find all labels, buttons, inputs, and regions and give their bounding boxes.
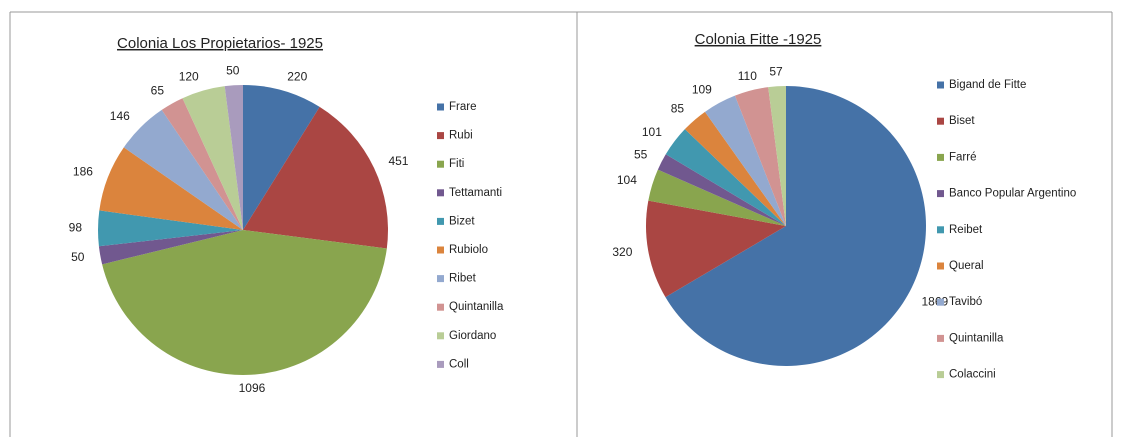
legend-swatch xyxy=(437,360,444,368)
data-label: 186 xyxy=(73,165,93,179)
legend-swatch xyxy=(937,153,944,161)
data-label: 146 xyxy=(110,109,130,123)
data-label: 98 xyxy=(69,220,83,234)
pie-slice xyxy=(99,147,243,230)
legend-label: Rubi xyxy=(449,130,473,142)
legend-swatch xyxy=(437,103,444,111)
pie-slice xyxy=(665,129,786,226)
legend-swatch xyxy=(937,334,944,342)
legend-label: Bizet xyxy=(449,215,475,227)
legend-label: Colaccini xyxy=(949,369,996,381)
legend-swatch xyxy=(937,371,944,379)
legend-swatch xyxy=(937,190,944,198)
data-label: 109 xyxy=(692,83,712,97)
legend-swatch xyxy=(937,226,944,234)
data-label: 50 xyxy=(71,250,85,264)
pie-slice xyxy=(182,86,243,230)
data-label: 55 xyxy=(634,148,648,162)
legend-swatch xyxy=(437,132,444,140)
legend-label: Quintanilla xyxy=(449,301,504,313)
chart-title: Colonia Los Propietarios- 1925 xyxy=(117,35,323,52)
legend-label: Queral xyxy=(949,260,984,272)
data-label: 451 xyxy=(388,154,408,168)
legend-label: Banco Popular Argentino xyxy=(949,188,1076,200)
pie-slice xyxy=(123,109,243,230)
data-label: 85 xyxy=(671,102,685,116)
legend-swatch xyxy=(437,275,444,283)
legend-label: Fiti xyxy=(449,158,464,170)
data-label: 104 xyxy=(617,173,637,187)
legend-swatch xyxy=(437,189,444,197)
pie-slice xyxy=(243,85,320,230)
legend-swatch xyxy=(937,262,944,270)
legend-label: Tavibó xyxy=(949,296,982,308)
pie-slice xyxy=(224,85,243,230)
legend-swatch xyxy=(437,160,444,168)
pie-slice xyxy=(684,111,786,226)
legend-label: Reibet xyxy=(949,224,983,236)
data-label: 1096 xyxy=(239,381,266,395)
pie-slice xyxy=(768,86,786,226)
data-label: 50 xyxy=(226,63,240,77)
legend-swatch xyxy=(437,332,444,340)
legend-label: Bigand de Fitte xyxy=(949,79,1026,91)
data-label: 320 xyxy=(612,245,632,259)
legend-label: Tettamanti xyxy=(449,187,502,199)
legend-label: Biset xyxy=(949,115,975,127)
pie-slice xyxy=(98,210,243,247)
legend-label: Coll xyxy=(449,358,469,370)
data-label: 1869 xyxy=(921,295,948,309)
legend-swatch xyxy=(437,303,444,311)
legend-swatch xyxy=(437,246,444,254)
legend-swatch xyxy=(937,117,944,125)
data-label: 57 xyxy=(769,64,783,78)
legend-label: Frare xyxy=(449,101,476,113)
legend-label: Quintanilla xyxy=(949,332,1004,344)
data-label: 101 xyxy=(642,125,662,139)
legend-label: Ribet xyxy=(449,273,477,285)
pie-slice xyxy=(648,169,786,226)
pie-slice xyxy=(657,154,786,226)
pie-slice xyxy=(645,200,786,298)
data-label: 110 xyxy=(738,69,757,83)
data-label: 120 xyxy=(179,69,199,83)
data-label: 220 xyxy=(287,69,307,83)
legend-label: Giordano xyxy=(449,330,496,342)
legend-swatch xyxy=(937,298,944,306)
legend-swatch xyxy=(437,217,444,225)
pie-slice xyxy=(161,98,243,231)
pie-slice xyxy=(704,95,786,227)
data-label: 65 xyxy=(151,84,165,98)
legend-label: Farré xyxy=(949,151,976,163)
legend-label: Rubiolo xyxy=(449,244,488,256)
pie-slice xyxy=(665,86,926,367)
chart-title: Colonia Fitte -1925 xyxy=(695,31,822,48)
legend-swatch xyxy=(937,81,944,89)
pie-slice xyxy=(102,230,387,375)
pie-slice xyxy=(243,106,388,249)
pie-slice xyxy=(734,87,786,226)
pie-slice xyxy=(98,230,243,265)
